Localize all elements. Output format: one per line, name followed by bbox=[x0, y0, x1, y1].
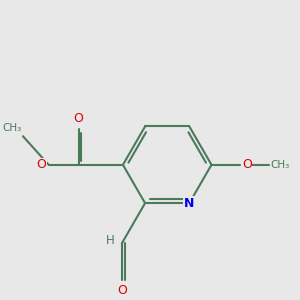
Text: N: N bbox=[184, 196, 194, 210]
Text: O: O bbox=[37, 158, 46, 171]
Text: CH₃: CH₃ bbox=[2, 123, 22, 133]
Text: O: O bbox=[242, 158, 252, 171]
Text: O: O bbox=[74, 112, 84, 125]
Text: H: H bbox=[106, 234, 115, 247]
Text: O: O bbox=[117, 284, 127, 297]
Text: CH₃: CH₃ bbox=[270, 160, 289, 170]
